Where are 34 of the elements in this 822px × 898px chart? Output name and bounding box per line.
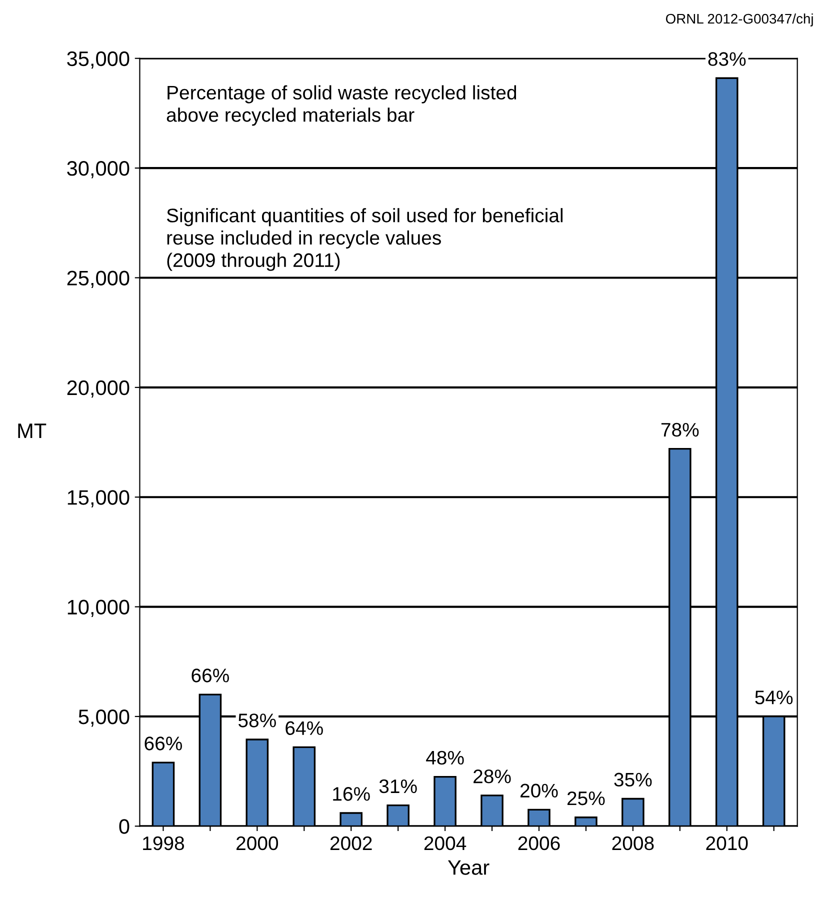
annotation: 16% xyxy=(333,787,370,801)
annotation: Percentage of solid waste recycled listed above recycled materials bar xyxy=(166,85,516,126)
annotation: 64% xyxy=(286,721,323,736)
y-tick-label: 25,000 xyxy=(67,270,130,288)
annotation: 25% xyxy=(567,791,605,806)
y-tick-label: 35,000 xyxy=(67,51,130,69)
annotation: 28% xyxy=(474,770,511,784)
y-axis-title: MT xyxy=(18,424,46,438)
x-tick-label: 2008 xyxy=(612,836,654,850)
annotation: 83% xyxy=(708,52,746,66)
annotation: 78% xyxy=(661,422,699,437)
y-tick-label: 5,000 xyxy=(78,709,130,727)
y-tick-label: 15,000 xyxy=(68,490,130,508)
annotation: 66% xyxy=(192,668,229,682)
x-tick-label: 2006 xyxy=(518,836,560,850)
annotation: 35% xyxy=(614,772,652,787)
annotation: 48% xyxy=(426,750,464,765)
x-tick-label: 2010 xyxy=(706,836,748,850)
x-axis-title: Year xyxy=(448,860,490,875)
annotation: 58% xyxy=(238,714,276,728)
annotation: Significant quantities of soil used for beneficial reuse included in recycle values (2009 through 2011) xyxy=(166,208,563,271)
x-tick-label: 1998 xyxy=(143,836,184,850)
y-tick-label: 0 xyxy=(119,819,130,834)
annotation: 31% xyxy=(379,779,417,794)
x-tick-label: 2000 xyxy=(236,836,278,850)
y-tick-label: 20,000 xyxy=(67,380,130,398)
annotation: 20% xyxy=(520,784,558,798)
annotation: 66% xyxy=(144,736,182,750)
x-tick-label: 2004 xyxy=(424,836,466,850)
x-tick-label: 2002 xyxy=(330,836,372,850)
y-tick-label: 10,000 xyxy=(68,600,130,618)
annotation: 54% xyxy=(755,690,793,704)
y-tick-label: 30,000 xyxy=(67,161,130,178)
text: ORNL 2012-G00347/chj xyxy=(666,13,813,26)
